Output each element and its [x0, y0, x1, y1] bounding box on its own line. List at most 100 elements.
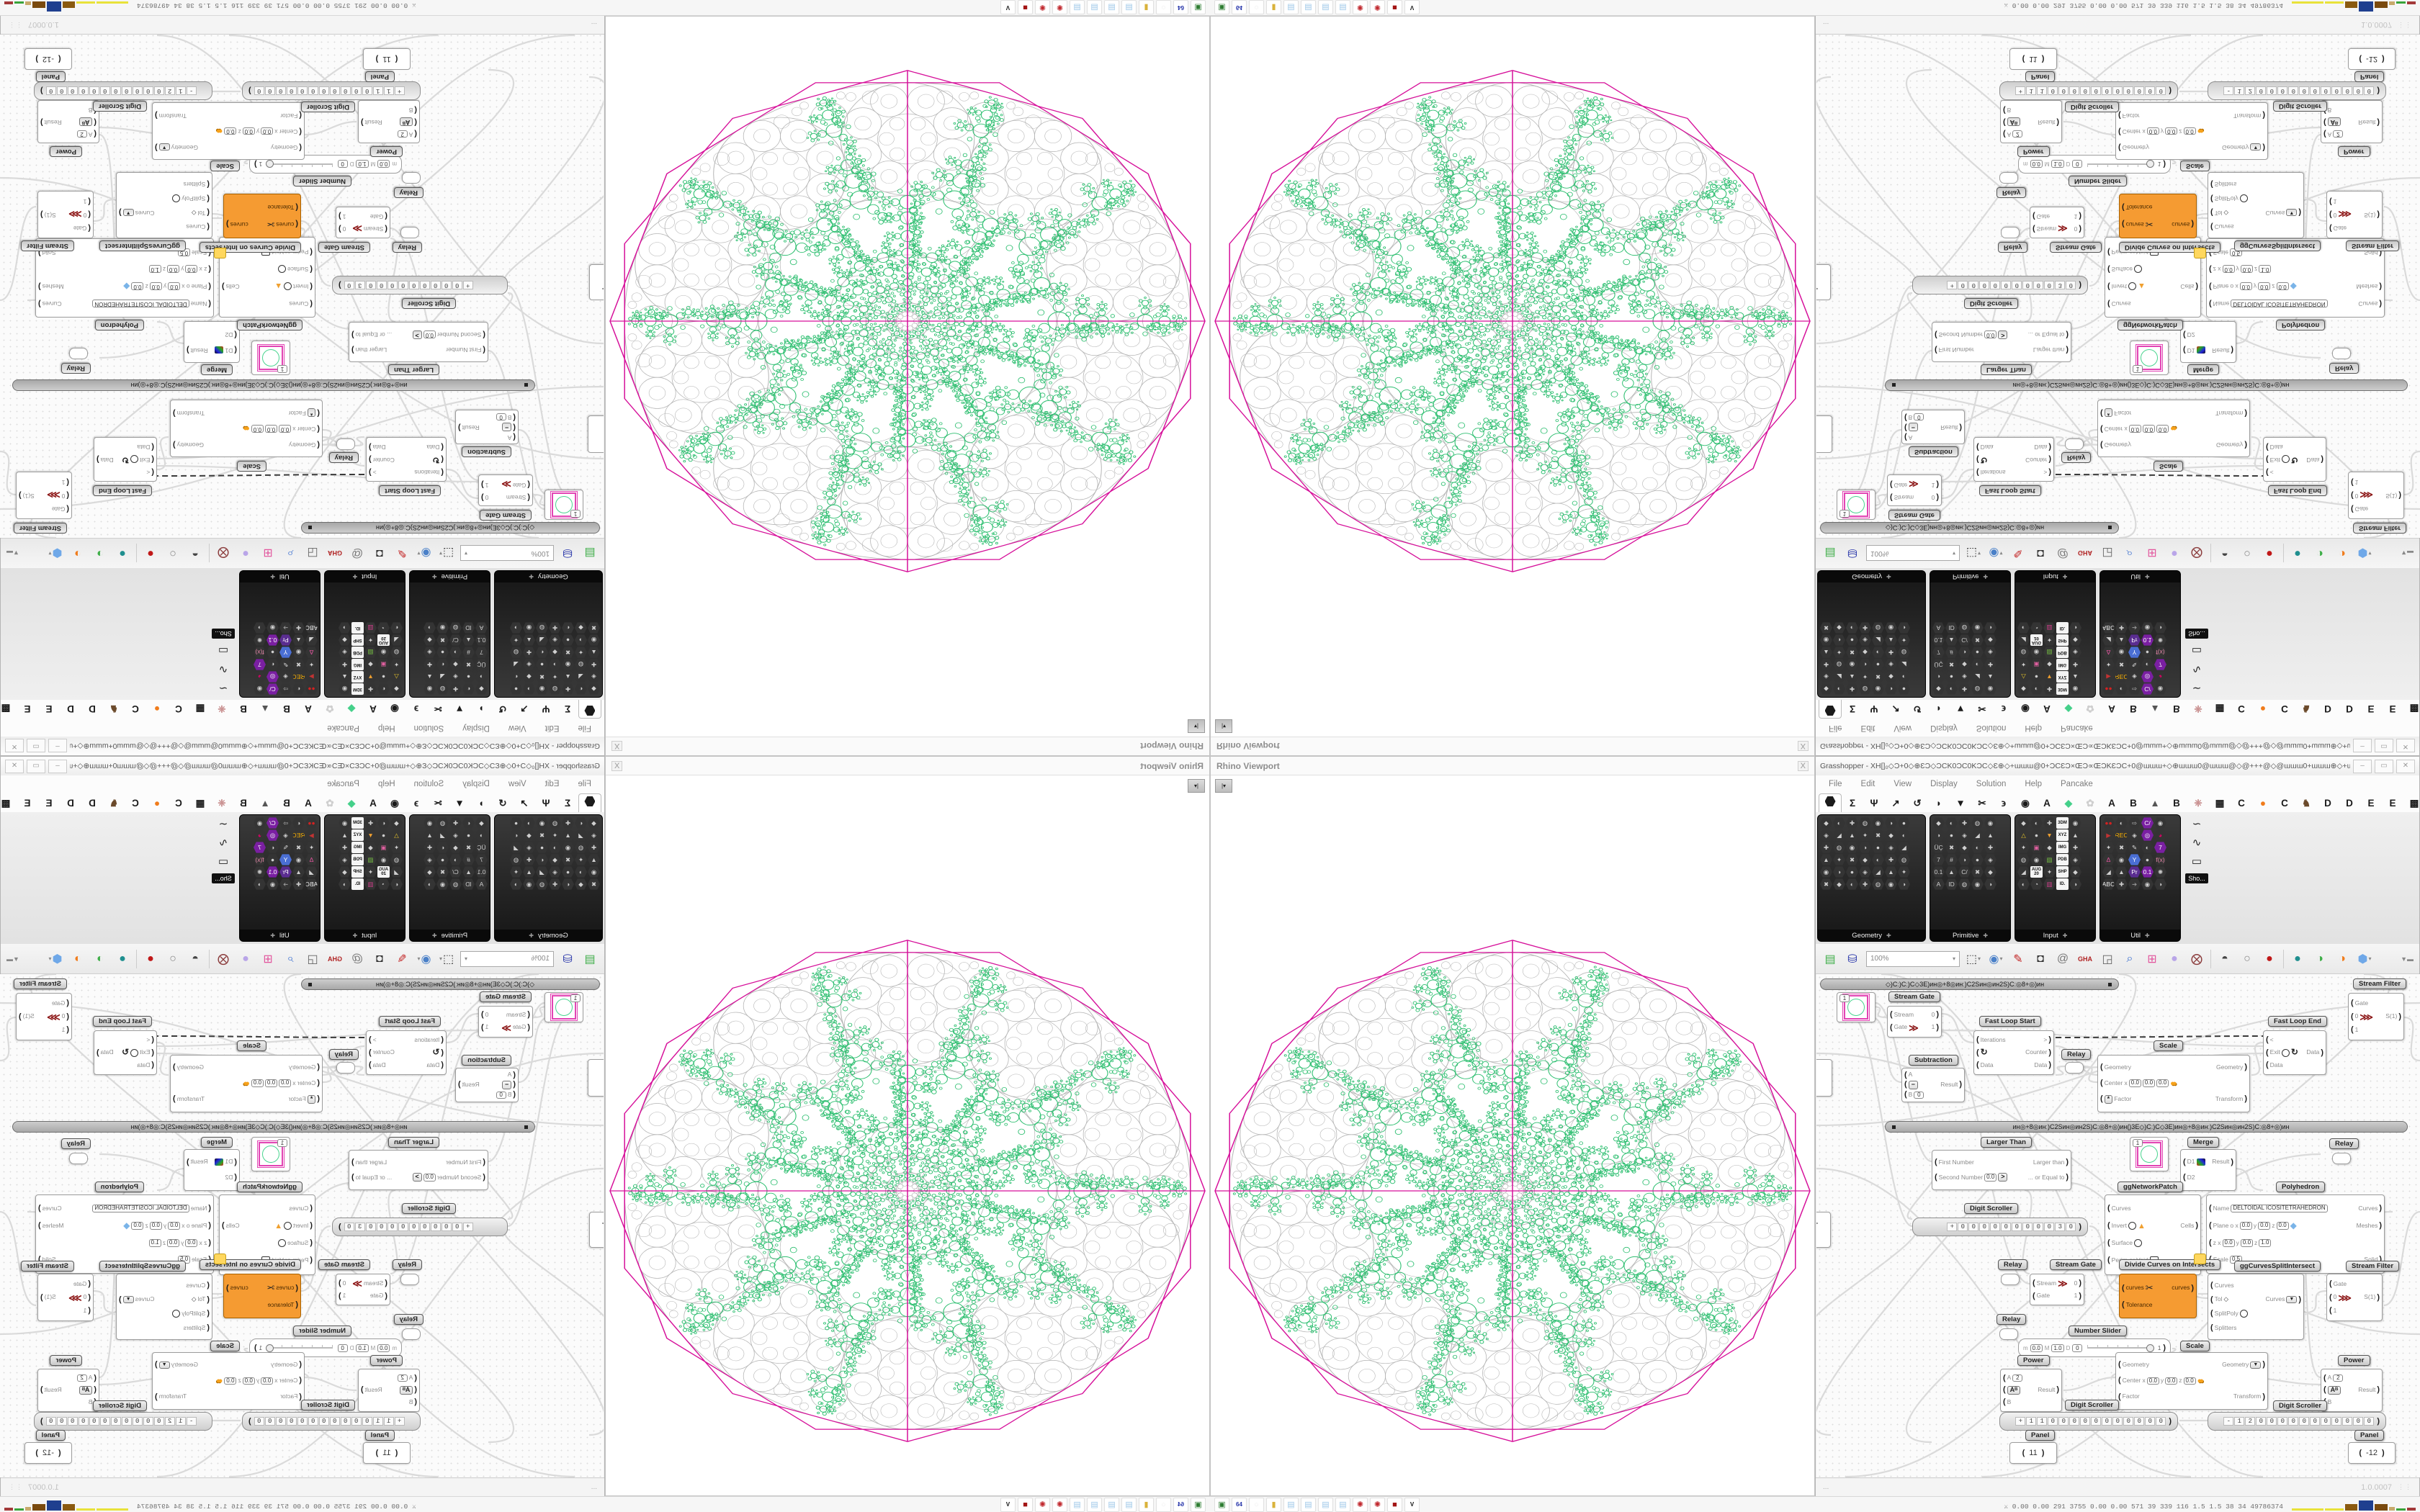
preview-wire-icon[interactable]: ○	[169, 952, 176, 965]
input-hook[interactable]: (	[1890, 1022, 1893, 1032]
scroller-digit[interactable]: 0	[2123, 1417, 2134, 1426]
component-icon[interactable]: ◆	[1820, 817, 1832, 829]
minimize-button[interactable]: –	[48, 739, 67, 753]
toggle-circle[interactable]	[2239, 1310, 2248, 1318]
input-hook[interactable]: (	[2266, 442, 2269, 451]
menu-item-help[interactable]: Help	[2025, 780, 2043, 788]
component-icon[interactable]: ✦	[2102, 659, 2115, 670]
scroller-digit[interactable]: 0	[2353, 1417, 2364, 1426]
component-icon[interactable]: ◐	[292, 817, 305, 829]
slider-chip-value[interactable]: 0	[337, 160, 348, 168]
component-icon[interactable]: ●	[377, 829, 390, 841]
notepad-icon[interactable]: ▤	[1070, 1497, 1085, 1512]
value-chip[interactable]	[1816, 288, 1818, 290]
input-hook[interactable]: (	[513, 413, 516, 422]
input-hook[interactable]: (	[2210, 1323, 2213, 1333]
component-icon[interactable]: ◎	[266, 829, 279, 841]
preview-shaded-icon[interactable]: ●	[147, 952, 154, 965]
output-hook[interactable]: )	[2321, 1048, 2323, 1057]
scroller-digit[interactable]: 0	[89, 86, 99, 95]
component-label-relay[interactable]: Relay	[1996, 187, 2027, 198]
panel-expand-icon[interactable]: ✚	[2145, 573, 2150, 580]
tab-plugin-e[interactable]: E	[45, 798, 53, 809]
tab-plugin-e[interactable]: E	[2367, 798, 2375, 809]
minus-button-icon[interactable]: −	[502, 423, 512, 431]
capture-icon[interactable]: ◲	[307, 546, 318, 559]
component-icon[interactable]: ◉	[377, 647, 390, 658]
component-icon[interactable]: ◉	[2154, 683, 2166, 695]
input-hook[interactable]: (	[151, 1048, 154, 1057]
toggle-circle[interactable]	[2128, 1222, 2136, 1230]
component-icon[interactable]: ◈	[449, 671, 462, 683]
group-label-bar[interactable]: ◇)Cː)Cː)C◇3E)ин◎+8◎инː)C2Sин◎ин2S)Cː◎8+◎…	[301, 522, 600, 534]
notepad-icon[interactable]: ▤	[1121, 1497, 1137, 1512]
mesh-display-icon[interactable]: ⬢ ▾	[2357, 953, 2372, 966]
input-hook[interactable]: (	[2122, 1300, 2125, 1310]
tab-plugin-bird[interactable]: ♞	[109, 703, 119, 714]
scroller-digit[interactable]: 0	[2091, 1417, 2102, 1426]
component-icon[interactable]: ⇨	[279, 817, 292, 829]
input-hook[interactable]: (	[208, 300, 211, 309]
scroller-digit[interactable]: 0	[1990, 281, 2001, 289]
output-hook[interactable]: )	[2379, 1203, 2382, 1212]
component-label-stream-filter-2[interactable]: Stream Filter	[20, 240, 74, 251]
input-hook[interactable]: (	[1976, 1048, 1979, 1057]
gha-icon[interactable]: GHA	[328, 955, 342, 963]
relay[interactable]	[400, 227, 419, 238]
component-icon[interactable]: ◐	[2141, 659, 2154, 670]
output-hook[interactable]: )	[2066, 346, 2069, 355]
component-icon[interactable]: ▲	[2115, 634, 2128, 646]
component-label-merge[interactable]: Merge	[2187, 364, 2219, 375]
value-chip[interactable]: 0.0	[131, 282, 144, 290]
panel-expand-icon[interactable]: ✚	[529, 932, 534, 939]
component-icon[interactable]: ◉	[2141, 878, 2154, 890]
find-icon[interactable]: ⌕	[2126, 547, 2133, 560]
input-hook[interactable]: (	[2210, 222, 2213, 232]
component-label-polyhedron[interactable]: Polyhedron	[94, 320, 144, 330]
input-hook[interactable]: (	[88, 1292, 91, 1302]
curve-display-icon[interactable]: ◑	[97, 952, 104, 965]
input-hook[interactable]: (	[2107, 1238, 2110, 1248]
input-hook[interactable]: (	[1904, 423, 1907, 432]
component-icon[interactable]: 7	[475, 647, 488, 658]
input-hook[interactable]: (	[310, 282, 313, 291]
close-button[interactable]: ✕	[2396, 739, 2415, 753]
input-hook[interactable]: (	[208, 1221, 211, 1230]
greater-button-icon[interactable]: >	[1998, 330, 2008, 339]
tab-plugin-d[interactable]: D	[89, 703, 96, 714]
tab-intersect[interactable]: ✂	[434, 798, 442, 809]
component-label-panel-2[interactable]: Panel	[2354, 1430, 2385, 1441]
component-icon[interactable]: AUG 20	[2030, 634, 2043, 646]
output-hook[interactable]: )	[2321, 455, 2323, 464]
component-label-relay[interactable]: Relay	[393, 1314, 424, 1325]
component-label-digit-scroller-3[interactable]: Digit Scroller	[92, 1400, 147, 1411]
component-icon[interactable]: ◢	[1833, 671, 1845, 683]
component-icon[interactable]: ◉	[562, 659, 574, 670]
output-hook[interactable]: )	[2048, 1035, 2051, 1044]
gha-icon[interactable]: GHA	[328, 549, 342, 557]
preview-off-icon[interactable]: ◓	[192, 547, 199, 560]
output-hook[interactable]: )	[38, 282, 41, 291]
cluster-box-icon[interactable]: ⊞	[263, 953, 273, 966]
fast-loop-start[interactable]: (Iterations >)(↻ Counter)(Data Data)	[1973, 1030, 2054, 1075]
scroller-digit[interactable]: 0	[1968, 281, 1979, 289]
scroller-digit[interactable]: 0	[275, 1417, 286, 1426]
curve-display-icon[interactable]: ◑	[97, 547, 104, 560]
value-chip[interactable]: 2	[397, 130, 408, 138]
input-hook[interactable]: (	[2118, 143, 2121, 152]
component-icon[interactable]: ◉	[254, 683, 266, 695]
component-icon[interactable]: ✚	[424, 842, 436, 853]
component-label-subtraction[interactable]: Subtraction	[1909, 446, 1958, 457]
notepad-icon[interactable]: ▤	[1104, 0, 1119, 15]
value-chip[interactable]: 0.0	[1984, 330, 1997, 339]
viewport-display-dropdown[interactable]: |▾	[1215, 779, 1232, 793]
component-icon[interactable]: ▼	[2043, 829, 2056, 841]
component-icon[interactable]: ✖	[536, 829, 548, 841]
component-icon[interactable]: ◉	[266, 622, 279, 634]
input-hook[interactable]: (	[207, 1295, 210, 1304]
component-icon[interactable]: ✦	[2017, 842, 2030, 853]
component-icon[interactable]: 7	[254, 659, 266, 670]
component-icon[interactable]: ◈	[279, 671, 292, 683]
component-icon[interactable]: ◔	[377, 622, 390, 634]
component-icon[interactable]: C/	[449, 866, 462, 878]
